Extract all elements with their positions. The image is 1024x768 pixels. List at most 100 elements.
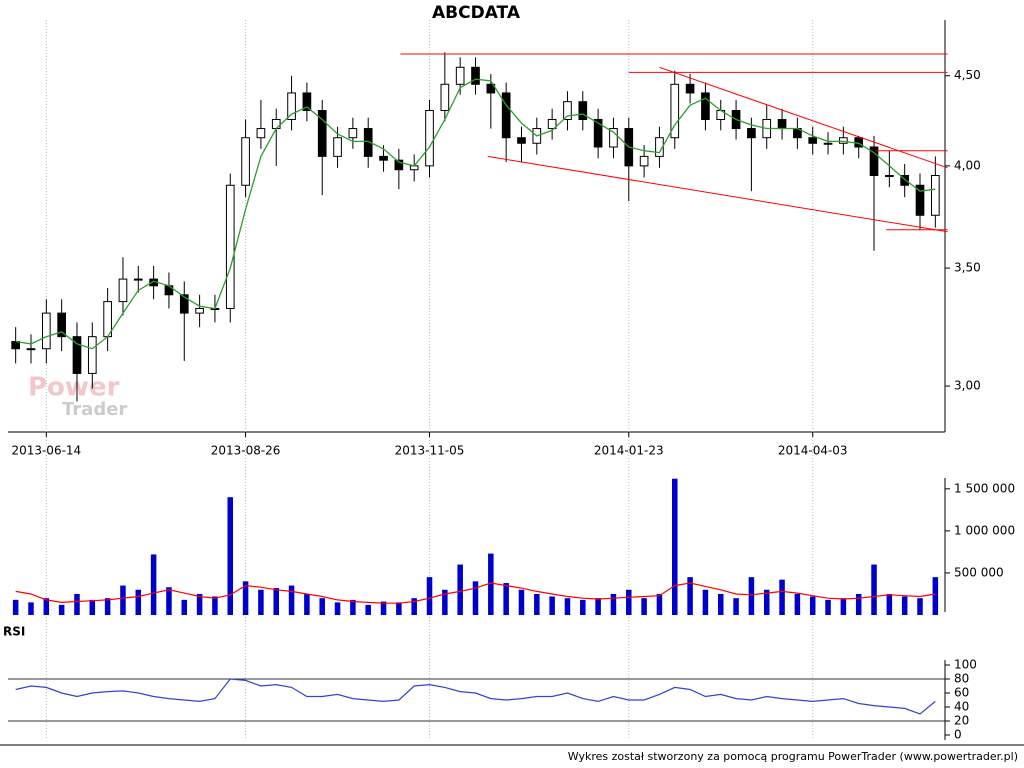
volume-bar	[871, 564, 877, 615]
y-tick-label: 1 500 000	[954, 481, 1015, 495]
y-tick-label: 4,50	[954, 68, 981, 82]
candle-body	[685, 83, 695, 94]
candle-body	[747, 128, 756, 139]
candle-body	[195, 307, 204, 314]
volume-bar	[28, 602, 34, 615]
volume-bar	[442, 589, 448, 615]
candle-body	[394, 159, 404, 171]
volume-bar	[595, 598, 601, 615]
candle-body	[915, 184, 925, 216]
volume-bar	[89, 599, 96, 615]
watermark: Trader	[62, 399, 127, 420]
volume-bar	[212, 596, 218, 615]
volume-bar	[534, 593, 540, 615]
volume-bar	[763, 589, 770, 615]
candle-body	[333, 137, 342, 157]
volume-bar	[74, 593, 80, 615]
candle-body	[655, 137, 664, 157]
volume-bar	[580, 599, 586, 615]
volume-bar	[518, 589, 525, 615]
volume-bar	[656, 593, 663, 615]
volume-bar	[472, 581, 479, 615]
candle-body	[517, 137, 526, 144]
volume-bar	[503, 583, 509, 615]
y-tick-label: 500 000	[954, 565, 1004, 579]
candle-body	[363, 128, 373, 157]
candle-body	[869, 146, 879, 177]
candle-body	[547, 118, 557, 130]
volume-bar	[779, 579, 785, 615]
candle-body	[26, 348, 36, 351]
candle-body	[609, 128, 618, 148]
footer: Wykres został stworzony za pomocą progra…	[568, 750, 1018, 763]
volume-bar	[687, 577, 693, 615]
volume-bar	[488, 553, 494, 615]
volume-bar	[288, 585, 295, 615]
volume-bar	[886, 593, 893, 615]
candle-body	[900, 175, 910, 186]
x-tick-label: 2014-04-03	[778, 444, 848, 458]
x-tick-label: 2014-01-23	[594, 444, 664, 458]
watermark: Power	[28, 373, 120, 403]
candle-body	[57, 312, 66, 338]
y-tick-label: 40	[954, 700, 969, 714]
candle-body	[41, 312, 51, 350]
candle-body	[823, 142, 833, 145]
candle-body	[931, 175, 940, 216]
volume-average	[15, 582, 936, 604]
rsi-line	[15, 678, 936, 715]
volume-bar	[825, 599, 831, 615]
volume-bar	[242, 581, 249, 615]
candle-body	[425, 110, 434, 167]
y-tick-label: 80	[954, 672, 969, 686]
x-tick-label: 2013-06-14	[11, 444, 81, 458]
volume-bar	[365, 604, 371, 615]
volume-bar	[104, 598, 111, 615]
candle-body	[11, 340, 20, 350]
candle-body	[225, 184, 235, 309]
chart-title: ABCDATA	[432, 3, 521, 23]
candle-body	[471, 66, 480, 85]
candle-body	[440, 83, 450, 112]
volume-bar	[396, 602, 402, 615]
volume-bar	[840, 598, 847, 615]
candle-body	[670, 83, 680, 139]
candle-body	[578, 101, 588, 120]
y-tick-label: 3,00	[954, 379, 981, 393]
volume-bar	[319, 598, 325, 615]
moving-average	[15, 78, 936, 350]
volume-bar	[564, 598, 571, 615]
candle-body	[118, 278, 128, 303]
candle-body	[455, 66, 465, 85]
volume-bar	[672, 478, 678, 615]
volume-bar	[748, 577, 755, 615]
candle-body	[563, 101, 572, 120]
trendline	[487, 155, 948, 233]
volume-bar	[196, 593, 203, 615]
candle-body	[593, 118, 603, 148]
volume-bar	[258, 589, 264, 615]
candle-body	[501, 92, 511, 139]
volume-bar	[135, 589, 142, 615]
y-tick-label: 60	[954, 686, 969, 700]
candle-body	[885, 175, 894, 178]
candle-body	[241, 137, 250, 186]
candle-body	[317, 110, 327, 157]
candle-body	[777, 118, 787, 130]
volume-bar	[12, 599, 19, 615]
candle-body	[302, 92, 312, 112]
volume-bar	[549, 596, 555, 615]
volume-bar	[166, 587, 172, 615]
volume-bar	[626, 589, 632, 615]
x-tick-label: 2013-08-26	[211, 444, 281, 458]
volume-bar	[150, 554, 157, 615]
volume-bar	[733, 598, 739, 615]
y-tick-label: 100	[954, 658, 977, 672]
candle-body	[379, 155, 388, 161]
volume-bar	[932, 577, 939, 615]
candle-body	[348, 128, 358, 139]
volume-bar	[702, 589, 709, 615]
candle-body	[839, 137, 848, 144]
panel-title: RSI	[3, 625, 25, 639]
